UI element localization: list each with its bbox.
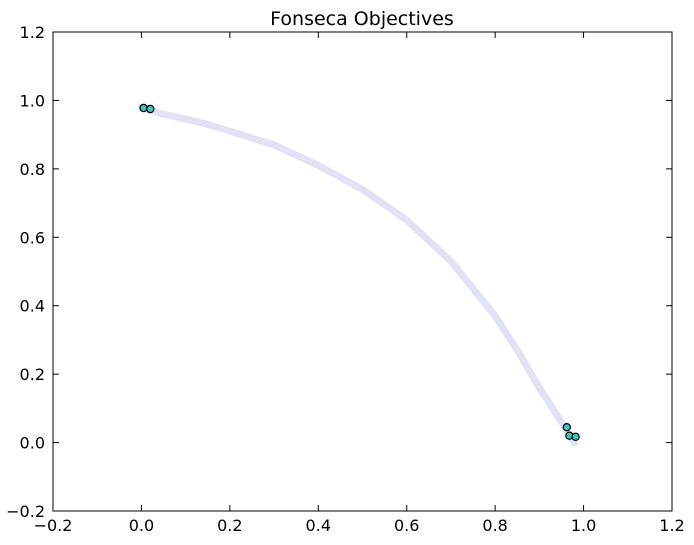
scatter-point-2	[146, 104, 155, 114]
data-points	[139, 103, 580, 441]
y-tick-label: 0.2	[20, 365, 45, 384]
y-tick-label: 0.6	[20, 228, 45, 247]
y-tick-label: 0.8	[20, 160, 45, 179]
x-tick-label: 1.0	[571, 516, 596, 535]
y-tick-label: −0.2	[6, 502, 45, 521]
pareto-front-curve	[137, 103, 579, 447]
front-curve-line	[137, 103, 579, 447]
scatter-point-3	[562, 423, 572, 432]
scatter-point-1	[139, 103, 148, 113]
x-tick-label: 1.2	[659, 516, 684, 535]
x-tick-label: −0.2	[34, 516, 73, 535]
y-tick-label: 1.2	[20, 23, 45, 42]
x-tick-label: 0.2	[217, 516, 242, 535]
plot-area-frame	[52, 31, 673, 512]
x-tick-label: 0.4	[306, 516, 331, 535]
x-tick-label: 0.6	[394, 516, 419, 535]
chart-title: Fonseca Objectives	[270, 8, 454, 30]
y-tick-label: 0.0	[20, 434, 45, 453]
y-tick-label: 1.0	[20, 91, 45, 110]
x-tick-label: 0.8	[482, 516, 507, 535]
scatter-point-5	[571, 432, 580, 441]
x-tick-label: 0.0	[129, 516, 154, 535]
y-tick-label: 0.4	[20, 297, 45, 316]
axis-ticks: −0.2 0.0 0.2 0.4 0.6 0.8 1.0 1.2 −0.2 0.0 0.2 0.4 0.…	[6, 23, 685, 535]
